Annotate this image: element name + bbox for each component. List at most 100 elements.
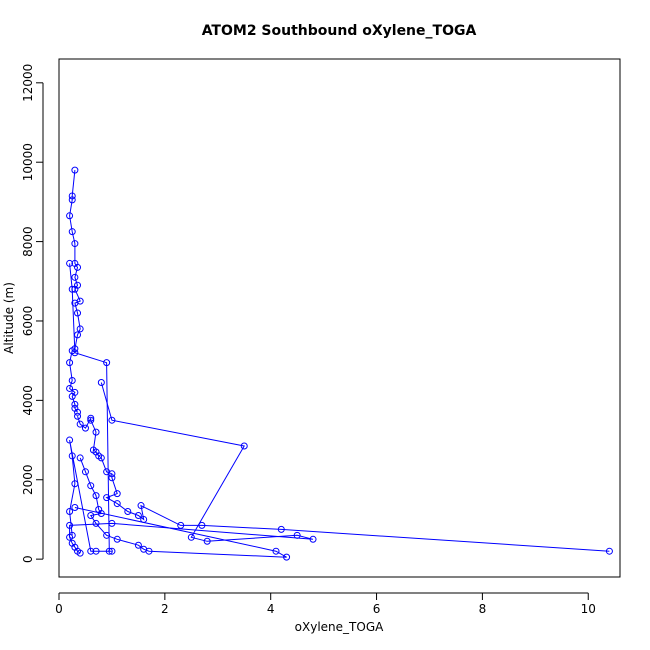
data-point bbox=[74, 309, 82, 317]
data-point bbox=[87, 511, 95, 519]
data-point bbox=[66, 508, 74, 516]
series-line-2 bbox=[77, 416, 610, 552]
x-tick-label: 8 bbox=[479, 602, 487, 616]
data-point bbox=[309, 535, 317, 543]
data-point bbox=[66, 521, 74, 529]
data-point bbox=[108, 519, 116, 527]
chart-title: ATOM2 Southbound oXylene_TOGA bbox=[202, 23, 477, 39]
data-point bbox=[92, 519, 100, 527]
x-tick-label: 4 bbox=[267, 602, 275, 616]
data-point bbox=[68, 228, 76, 236]
data-point bbox=[74, 331, 82, 339]
series-line-3 bbox=[69, 382, 314, 554]
data-point bbox=[103, 531, 111, 539]
data-point bbox=[71, 166, 79, 174]
data-point bbox=[137, 502, 145, 510]
y-tick-label: 12000 bbox=[21, 64, 35, 102]
data-point bbox=[198, 521, 206, 529]
y-tick-label: 4000 bbox=[21, 385, 35, 416]
data-point bbox=[187, 533, 195, 541]
data-point bbox=[76, 454, 84, 462]
data-point bbox=[113, 490, 121, 498]
series-points bbox=[66, 166, 613, 561]
series-line-1 bbox=[69, 170, 81, 413]
x-axis-label: oXylene_TOGA bbox=[295, 620, 384, 634]
data-point bbox=[74, 408, 82, 416]
data-point bbox=[68, 192, 76, 200]
data-point bbox=[71, 349, 79, 357]
x-tick-label: 0 bbox=[55, 602, 63, 616]
series-line-4 bbox=[74, 457, 287, 558]
data-point bbox=[81, 468, 89, 476]
data-point bbox=[108, 547, 116, 555]
plot-area bbox=[58, 58, 621, 578]
data-point bbox=[134, 541, 142, 549]
data-point bbox=[68, 377, 76, 385]
data-point bbox=[76, 325, 84, 333]
data-point bbox=[293, 531, 301, 539]
x-axis: 0 2 4 6 8 10 bbox=[55, 592, 596, 616]
data-point bbox=[74, 263, 82, 271]
data-point bbox=[87, 547, 95, 555]
data-point bbox=[177, 521, 185, 529]
data-point bbox=[71, 299, 79, 307]
data-point bbox=[108, 474, 116, 482]
data-point bbox=[66, 384, 74, 392]
data-point bbox=[87, 416, 95, 424]
data-point bbox=[66, 259, 74, 267]
x-tick-label: 10 bbox=[581, 602, 596, 616]
data-point bbox=[134, 511, 142, 519]
y-tick-label: 2000 bbox=[21, 464, 35, 495]
y-axis-label: Altitude (m) bbox=[2, 282, 16, 354]
data-point bbox=[97, 379, 105, 387]
data-point bbox=[97, 454, 105, 462]
data-point bbox=[66, 212, 74, 220]
data-point bbox=[66, 436, 74, 444]
data-point bbox=[145, 547, 153, 555]
data-point bbox=[76, 549, 84, 557]
data-point bbox=[68, 196, 76, 204]
data-point bbox=[71, 480, 79, 488]
data-point bbox=[105, 547, 113, 555]
data-point bbox=[74, 412, 82, 420]
data-point bbox=[140, 515, 148, 523]
data-point bbox=[92, 428, 100, 436]
data-point bbox=[97, 509, 105, 517]
y-tick-label: 10000 bbox=[21, 143, 35, 181]
data-point bbox=[92, 547, 100, 555]
data-point bbox=[103, 359, 111, 367]
data-point bbox=[113, 500, 121, 508]
data-point bbox=[240, 442, 248, 450]
y-tick-label: 8000 bbox=[21, 226, 35, 257]
x-tick-label: 6 bbox=[373, 602, 381, 616]
data-point bbox=[605, 547, 613, 555]
y-tick-label: 6000 bbox=[21, 306, 35, 337]
data-point bbox=[113, 535, 121, 543]
data-point bbox=[203, 537, 211, 545]
data-point bbox=[124, 508, 132, 516]
data-point bbox=[108, 416, 116, 424]
data-point bbox=[283, 553, 291, 561]
data-point bbox=[71, 273, 79, 281]
data-point bbox=[87, 414, 95, 422]
series-lines bbox=[69, 170, 610, 558]
data-point bbox=[68, 392, 76, 400]
data-point bbox=[68, 531, 76, 539]
data-point bbox=[277, 525, 285, 533]
data-point bbox=[71, 504, 79, 512]
data-point bbox=[272, 547, 280, 555]
data-point bbox=[71, 285, 79, 293]
data-point bbox=[87, 482, 95, 490]
x-tick-label: 2 bbox=[161, 602, 169, 616]
data-point bbox=[92, 492, 100, 500]
data-point bbox=[76, 420, 84, 428]
data-point bbox=[108, 470, 116, 478]
y-axis: 0 2000 4000 6000 8000 10000 12000 bbox=[21, 64, 44, 563]
data-point bbox=[71, 240, 79, 248]
data-point bbox=[71, 400, 79, 408]
data-point bbox=[68, 285, 76, 293]
data-point bbox=[81, 424, 89, 432]
data-point bbox=[68, 452, 76, 460]
data-point bbox=[103, 494, 111, 502]
